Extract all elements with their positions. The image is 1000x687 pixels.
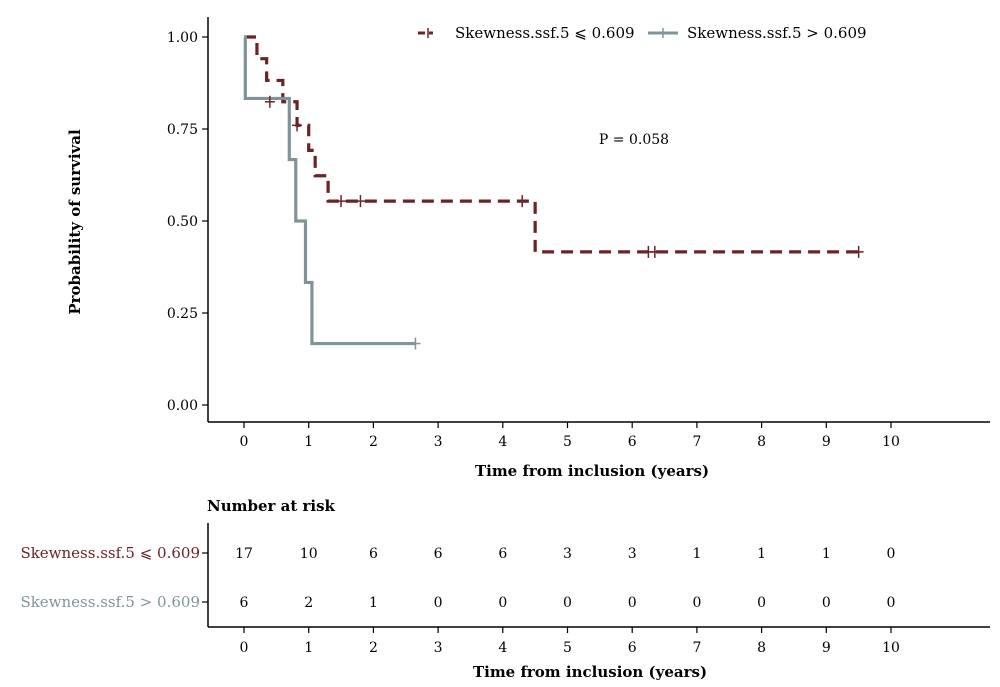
risk-x-tick-label: 10 [882,640,900,656]
x-tick-label: 10 [882,434,900,450]
x-tick-label: 4 [498,434,507,450]
risk-count: 6 [498,546,507,562]
x-axis-label: Time from inclusion (years) [475,462,709,480]
risk-x-tick-label: 6 [628,640,637,656]
risk-x-tick-label: 0 [240,640,249,656]
risk-count: 0 [434,595,443,611]
risk-count: 6 [240,595,249,611]
x-tick-label: 5 [563,434,572,450]
risk-count: 3 [563,546,572,562]
risk-x-tick-label: 9 [822,640,831,656]
y-tick-label: 0.25 [167,306,198,322]
risk-count: 0 [563,595,572,611]
y-axis-label: Probability of survival [66,129,84,315]
censor-marks [264,95,864,350]
risk-table: Number at risk Skewness.ssf.5 ⩽ 0.609Ske… [20,497,990,681]
risk-x-axis-label: Time from inclusion (years) [473,663,707,681]
x-tick-label: 2 [369,434,378,450]
plot-axes [207,17,990,423]
risk-count: 0 [498,595,507,611]
risk-x-tick-label: 7 [692,640,701,656]
x-tick-label: 8 [757,434,766,450]
y-tick-label: 1.00 [167,30,198,46]
risk-count: 6 [369,546,378,562]
risk-count: 1 [757,546,766,562]
x-tick-label: 9 [822,434,831,450]
y-tick-label: 0.75 [167,122,198,138]
risk-x-tick-label: 1 [304,640,313,656]
risk-count: 0 [757,595,766,611]
y-axis-ticks: 0.00 0.25 0.50 0.75 1.00 [167,30,208,414]
y-tick-label: 0.50 [167,214,198,230]
risk-count: 0 [887,595,896,611]
censor-mark [517,195,528,208]
legend-item-low: Skewness.ssf.5 ⩽ 0.609 [418,24,635,42]
survival-curves [243,35,859,346]
censor-mark [292,119,303,132]
x-tick-label: 0 [240,434,249,450]
legend-label-low: Skewness.ssf.5 ⩽ 0.609 [455,24,635,42]
curve-high-skewness [243,35,416,346]
x-tick-label: 7 [692,434,701,450]
risk-count: 17 [235,546,253,562]
risk-count: 2 [304,595,313,611]
risk-count: 0 [628,595,637,611]
p-value-annotation: P = 0.058 [599,132,669,148]
risk-count: 0 [692,595,701,611]
censor-mark [336,195,347,208]
risk-row-labels: Skewness.ssf.5 ⩽ 0.609 Skewness.ssf.5 > 0… [20,544,200,611]
risk-x-tick-label: 3 [434,640,443,656]
risk-table-title: Number at risk [207,497,336,515]
risk-count: 6 [434,546,443,562]
risk-count: 3 [628,546,637,562]
risk-count: 0 [887,546,896,562]
risk-count: 1 [692,546,701,562]
curve-low-skewness [244,35,859,254]
x-axis-ticks: 0 1 2 3 4 5 6 7 8 9 10 [240,422,900,450]
risk-row-label: Skewness.ssf.5 ⩽ 0.609 [20,544,200,562]
risk-table-axes [202,523,990,628]
risk-row-label: Skewness.ssf.5 > 0.609 [20,593,200,611]
risk-x-tick-label: 5 [563,640,572,656]
risk-count: 0 [822,595,831,611]
censor-mark [649,245,660,258]
risk-count: 1 [369,595,378,611]
censor-mark [853,245,864,258]
legend: Skewness.ssf.5 ⩽ 0.609 Skewness.ssf.5 > … [418,24,867,42]
risk-x-tick-label: 8 [757,640,766,656]
x-tick-label: 1 [304,434,313,450]
risk-x-tick-label: 4 [498,640,507,656]
risk-count: 10 [300,546,318,562]
x-tick-label: 3 [434,434,443,450]
censor-mark [355,195,366,208]
risk-x-axis-ticks: 0 1 2 3 4 5 6 7 8 9 10 [240,627,900,656]
censor-mark [410,337,421,350]
x-tick-label: 6 [628,434,637,450]
y-tick-label: 0.00 [167,398,198,414]
censor-mark [264,95,275,108]
legend-label-high: Skewness.ssf.5 > 0.609 [687,24,867,42]
risk-count: 1 [822,546,831,562]
risk-x-tick-label: 2 [369,640,378,656]
survival-plot: 0.00 0.25 0.50 0.75 1.00 0 1 2 3 4 5 6 7 8 9 10 Probab… [66,17,990,480]
legend-item-high: Skewness.ssf.5 > 0.609 [648,24,867,42]
risk-counts: 17 10 6 6 6 3 3 1 1 1 06 2 1 0 0 0 0 0 0 0 0 [235,546,895,611]
